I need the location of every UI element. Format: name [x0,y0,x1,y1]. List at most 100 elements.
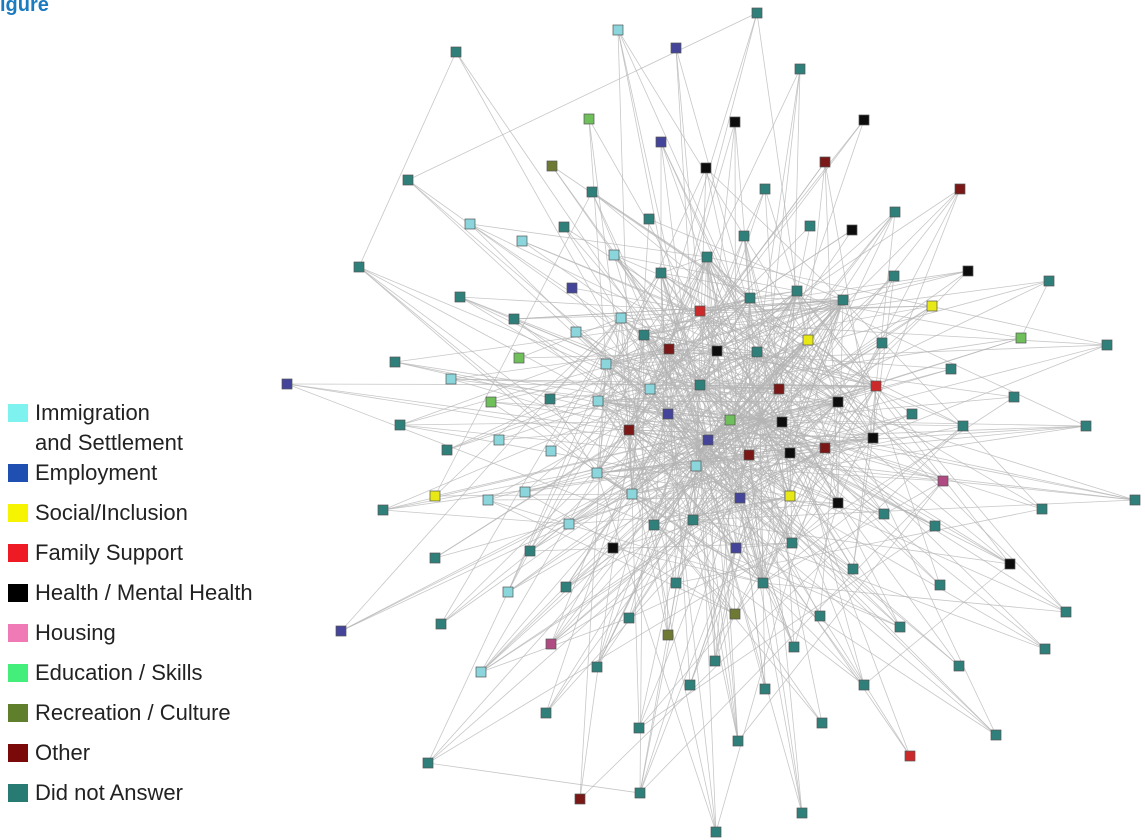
network-node-employment [702,434,714,446]
network-node-none [732,735,744,747]
network-node-immigration [445,373,457,385]
network-node-education [724,414,736,426]
network-node-none [643,213,655,225]
network-edge [631,493,640,729]
network-node-none [791,285,803,297]
network-edge [762,480,944,584]
network-node-none [1101,339,1113,351]
network-node-none [894,621,906,633]
network-node-none [435,618,447,630]
network-node-immigration [644,383,656,395]
network-node-education [1015,332,1027,344]
network-edge [734,121,751,299]
network-edge [507,363,607,593]
network-edge [440,317,622,625]
network-edge [340,493,633,632]
network-edge [668,348,739,742]
network-edge [620,317,697,467]
network-edge [653,524,865,686]
network-edge [597,400,737,549]
network-node-family [870,380,882,392]
network-edge [872,385,877,439]
network-edge [498,419,731,441]
network-node-employment [281,378,293,390]
legend-label-immigration: Immigration and Settlement [35,400,183,455]
network-node-none [804,220,816,232]
legend-swatch-social [8,504,28,522]
network-node-none [687,514,699,526]
network-edge [707,439,839,504]
network-node-none [794,63,806,75]
network-edge [631,493,694,521]
network-node-none [934,579,946,591]
network-edge [707,290,798,441]
network-node-immigration [475,666,487,678]
network-edge [729,419,741,499]
network-edge [759,419,944,482]
network-node-other [819,156,831,168]
network-node-social [784,490,796,502]
legend-item-family: Family Support [8,542,308,582]
network-edge [340,317,622,632]
network-node-none [929,520,941,532]
network-edge [631,493,737,549]
network-edge [579,425,964,800]
network-edge [427,299,844,764]
network-edge [653,388,780,526]
network-edge [705,167,761,421]
network-node-none [670,577,682,589]
network-node-none [655,267,667,279]
legend-label-family: Family Support [35,540,183,565]
network-edge [692,519,1011,565]
network-edge [591,191,877,387]
network-edge [480,447,826,673]
network-edge [699,310,783,423]
legend-label-social: Social/Inclusion [35,500,188,525]
network-edge [550,419,761,645]
network-node-none [450,46,462,58]
network-edge [756,351,874,439]
network-edge [692,447,826,521]
network-edge [620,317,839,504]
network-edge [837,368,952,403]
network-edge [789,437,874,454]
network-edge [699,310,960,667]
legend-label-health: Health / Mental Health [35,580,253,605]
network-edge [749,297,844,301]
network-edge [781,421,941,586]
network-edge [872,275,895,439]
network-node-none [858,679,870,691]
network-edge [490,401,633,495]
network-edge [480,472,598,673]
network-edge [699,310,1043,510]
network-node-none [738,230,750,242]
network-edge [699,384,877,387]
network-node-none [709,655,721,667]
network-node-none [441,444,453,456]
network-node-health [784,447,796,459]
network-node-immigration [570,326,582,338]
network-edge [513,318,826,449]
network-node-none [638,329,650,341]
legend-label-other: Other [35,740,91,765]
network-edge [649,384,701,390]
network-edge [729,299,844,421]
network-edge [789,452,1011,565]
network-edge [628,68,801,431]
network-node-none [1080,420,1092,432]
network-node-none [508,313,520,325]
network-edge [667,413,739,742]
network-edge [668,12,758,350]
network-edge [699,310,764,584]
network-edge [756,351,839,403]
network-edge [1020,280,1050,339]
network-node-none [847,563,859,575]
legend-label-none: Did not Answer [35,780,183,805]
network-edge [716,290,798,352]
legend-label-recreation: Recreation / Culture [35,700,231,725]
network-edge [597,400,669,415]
network-node-none [888,270,900,282]
network-node-none [558,221,570,233]
network-edge [692,421,783,521]
network-edge [631,493,1046,650]
